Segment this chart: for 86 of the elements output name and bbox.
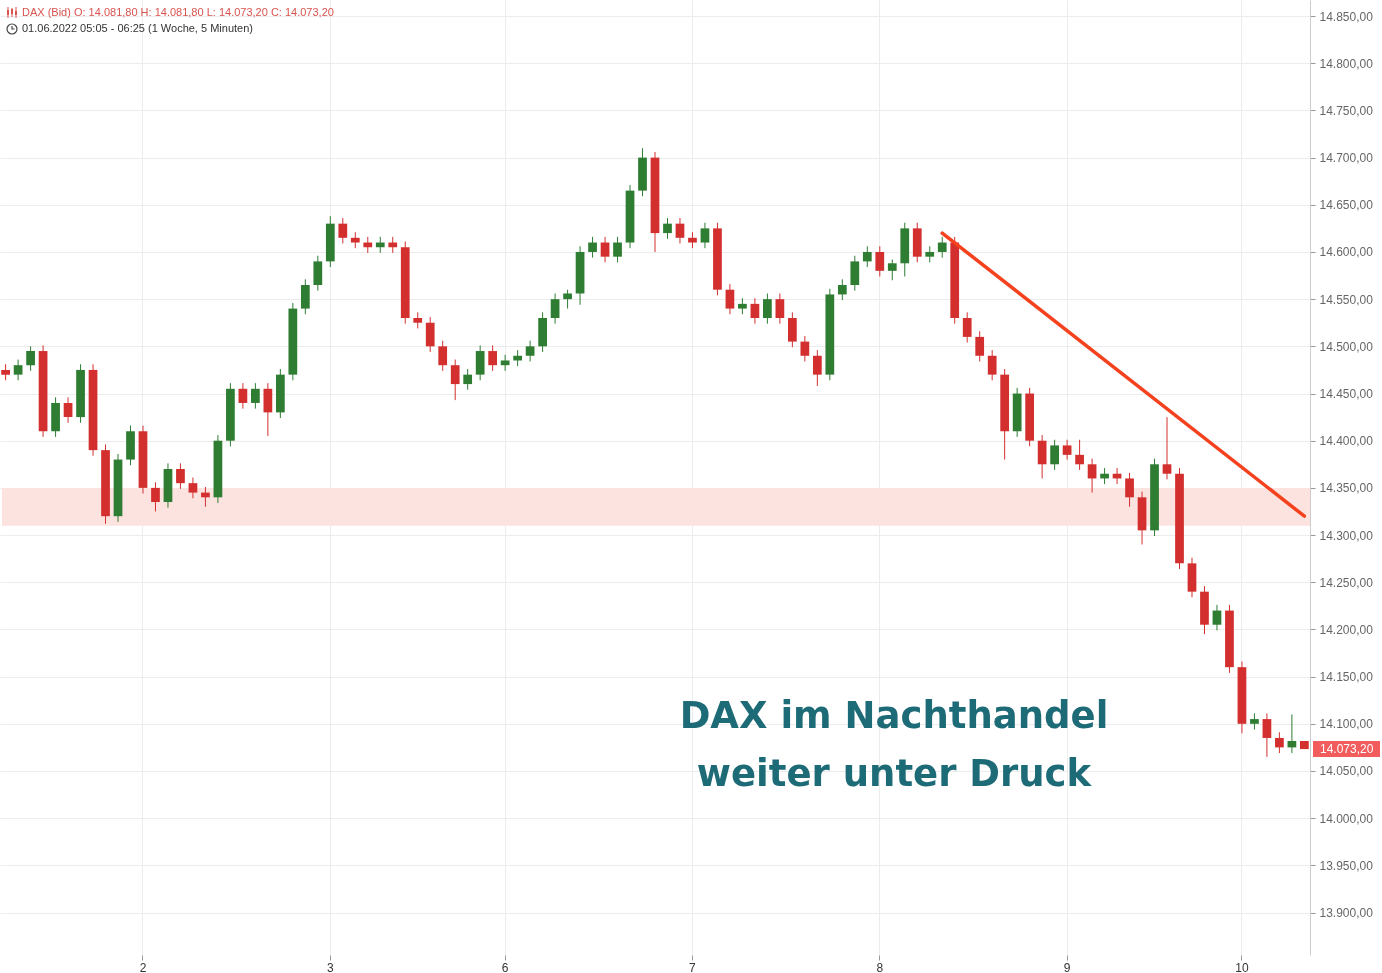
candlestick (788, 311, 797, 348)
candlestick (1050, 439, 1059, 471)
candlestick (750, 297, 760, 325)
y-tick-label: 14.550,00 (1319, 292, 1374, 307)
y-tick-label: 14.000,00 (1319, 811, 1374, 826)
candlestick (438, 340, 448, 372)
candlestick (887, 259, 897, 281)
candlestick (987, 349, 997, 381)
candlestick (837, 278, 847, 301)
candlestick (725, 283, 735, 315)
y-tick-label: 13.950,00 (1319, 858, 1374, 873)
candlestick (13, 359, 23, 381)
text: 01.06.2022 05:05 - 06:25 (1 Woche, 5 Minuten) (22, 22, 253, 34)
candlestick (763, 292, 772, 325)
x-tick-label: 6 (501, 960, 509, 973)
y-tick-label: 14.600,00 (1319, 245, 1374, 260)
y-tick-label: 14.650,00 (1319, 198, 1374, 213)
candlestick (313, 255, 323, 292)
y-tick-label: 14.450,00 (1319, 387, 1374, 402)
y-tick-label: 14.250,00 (1319, 575, 1374, 590)
x-tick-label: 3 (326, 960, 334, 973)
x-tick-label: 9 (1063, 960, 1071, 973)
y-tick-label: 14.700,00 (1319, 151, 1374, 166)
candlestick (238, 382, 248, 410)
text: 14.073,20 (1320, 742, 1374, 757)
candlestick (338, 217, 348, 244)
candlestick (26, 345, 35, 372)
candlestick (588, 236, 597, 259)
candlestick (475, 344, 485, 381)
annotation: DAX im Nachthandel (679, 694, 1109, 737)
x-tick-label: 2 (139, 960, 147, 973)
candlestick (188, 477, 198, 499)
candlestick (775, 292, 785, 325)
candlestick (1262, 712, 1272, 758)
candlestick (1062, 439, 1072, 461)
candlestick (962, 311, 972, 344)
candlestick (850, 255, 860, 292)
y-tick-label: 14.500,00 (1319, 339, 1374, 354)
y-tick-label: 14.300,00 (1319, 528, 1374, 543)
y-tick-label: 14.400,00 (1319, 434, 1374, 449)
y-tick-label: 14.350,00 (1319, 481, 1374, 496)
candlestick (812, 349, 822, 387)
y-tick-label: 14.750,00 (1319, 103, 1374, 118)
text: DAX (Bid) O: 14.081,80 H: 14.081,80 L: 14.073,20 C: 14.073,20 (22, 6, 334, 18)
candlestick (1275, 731, 1284, 754)
candlestick (875, 245, 885, 277)
candlestick (1087, 458, 1097, 494)
candlestick (800, 335, 810, 362)
candlestick (675, 217, 685, 244)
candlestick (1037, 434, 1047, 479)
candlestick (600, 236, 610, 263)
y-tick-label: 14.850,00 (1319, 9, 1374, 24)
y-tick-label: 14.100,00 (1319, 717, 1374, 732)
y-tick-label: 14.200,00 (1319, 622, 1374, 637)
x-tick-label: 10 (1235, 960, 1249, 973)
candlestick (251, 382, 260, 410)
x-tick-label: 7 (689, 960, 697, 973)
candlestick (500, 354, 510, 372)
candlestick (663, 217, 672, 240)
candlestick (1075, 439, 1084, 471)
candlestick (975, 330, 985, 362)
candlestick (425, 316, 435, 353)
y-tick-label: 13.900,00 (1319, 906, 1374, 921)
candlestick (263, 382, 273, 437)
candlestick (300, 278, 310, 315)
candlestick (525, 340, 535, 362)
candlestick (550, 292, 560, 325)
candlestick (63, 396, 73, 424)
candlestick (176, 462, 185, 490)
candlestick (563, 289, 572, 310)
candlestick (937, 236, 947, 259)
candlestick (450, 359, 460, 401)
candlestick (1212, 604, 1222, 631)
candlestick (1162, 416, 1172, 480)
candlestick (700, 222, 710, 249)
candlestick (862, 245, 872, 268)
candlestick (463, 368, 473, 391)
candlestick (613, 236, 622, 263)
candlestick (1125, 472, 1134, 508)
candlestick (151, 481, 160, 512)
y-tick-label: 14.800,00 (1319, 56, 1374, 71)
candlestick (488, 344, 498, 372)
annotation: weiter unter Druck (696, 752, 1093, 795)
y-tick-label: 14.050,00 (1319, 764, 1374, 779)
x-tick-label: 8 (876, 960, 884, 973)
y-tick-label: 14.150,00 (1319, 670, 1374, 685)
